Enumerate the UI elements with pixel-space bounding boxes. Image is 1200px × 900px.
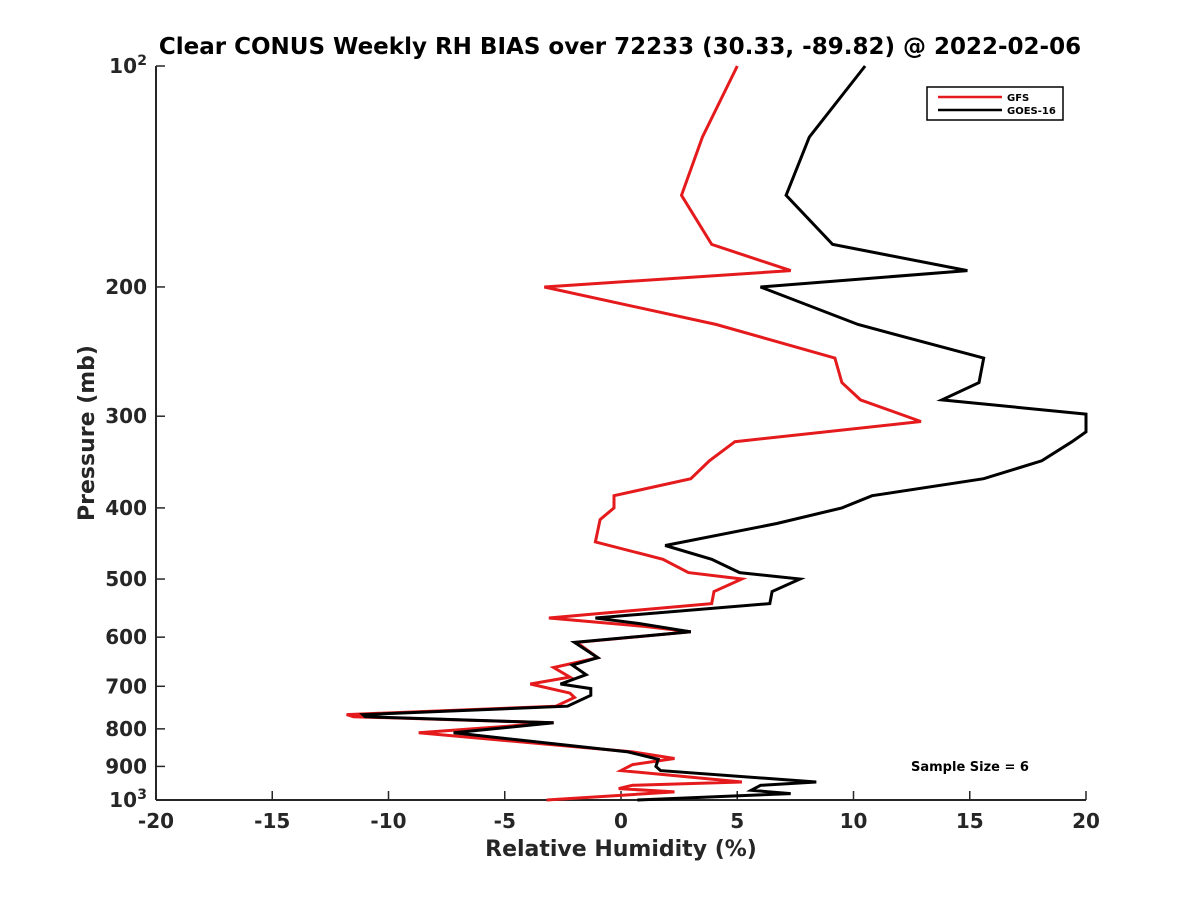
x-tick-label: -10 <box>370 809 406 833</box>
legend-label-gfs: GFS <box>1007 93 1029 104</box>
y-tick-label: 700 <box>105 674 147 698</box>
y-tick-exponent: 2 <box>137 53 147 69</box>
series-lines <box>346 65 1088 802</box>
legend-label-goes-16: GOES-16 <box>1007 106 1056 117</box>
y-tick-label: 10 <box>109 788 137 812</box>
x-tick-label: 5 <box>730 809 744 833</box>
legend-box <box>926 86 1064 121</box>
x-tick-label: 0 <box>614 809 628 833</box>
x-tick-label: -15 <box>254 809 290 833</box>
x-axis-label: Relative Humidity (%) <box>485 837 757 862</box>
series-line-gfs <box>346 65 922 802</box>
y-tick-label: 300 <box>105 404 147 428</box>
y-tick-exponent: 3 <box>137 787 147 803</box>
y-tick-label: 400 <box>105 496 147 520</box>
y-tick-label: 600 <box>105 625 147 649</box>
series-line-goes-16 <box>359 65 1088 802</box>
x-tick-label: 20 <box>1072 809 1100 833</box>
x-tick-label: -20 <box>138 809 174 833</box>
sample-size-annotation: Sample Size = 6 <box>911 760 1029 775</box>
x-tick-label: 15 <box>956 809 984 833</box>
y-tick-label: 900 <box>105 754 147 778</box>
y-tick-label: 10 <box>109 54 137 78</box>
y-axis-label: Pressure (mb) <box>75 345 100 521</box>
y-tick-label: 200 <box>105 275 147 299</box>
legend: GFS GOES-16 <box>926 86 1064 121</box>
x-tick-label: 10 <box>840 809 868 833</box>
plot-area: -20 -15 -10 -5 0 5 10 15 20 10 220030040050060070… <box>105 53 1100 833</box>
chart-title: Clear CONUS Weekly RH BIAS over 72233 (3… <box>159 34 1081 60</box>
y-tick-label: 500 <box>105 567 147 591</box>
y-tick-label: 800 <box>105 717 147 741</box>
x-tick-label: -5 <box>494 809 516 833</box>
